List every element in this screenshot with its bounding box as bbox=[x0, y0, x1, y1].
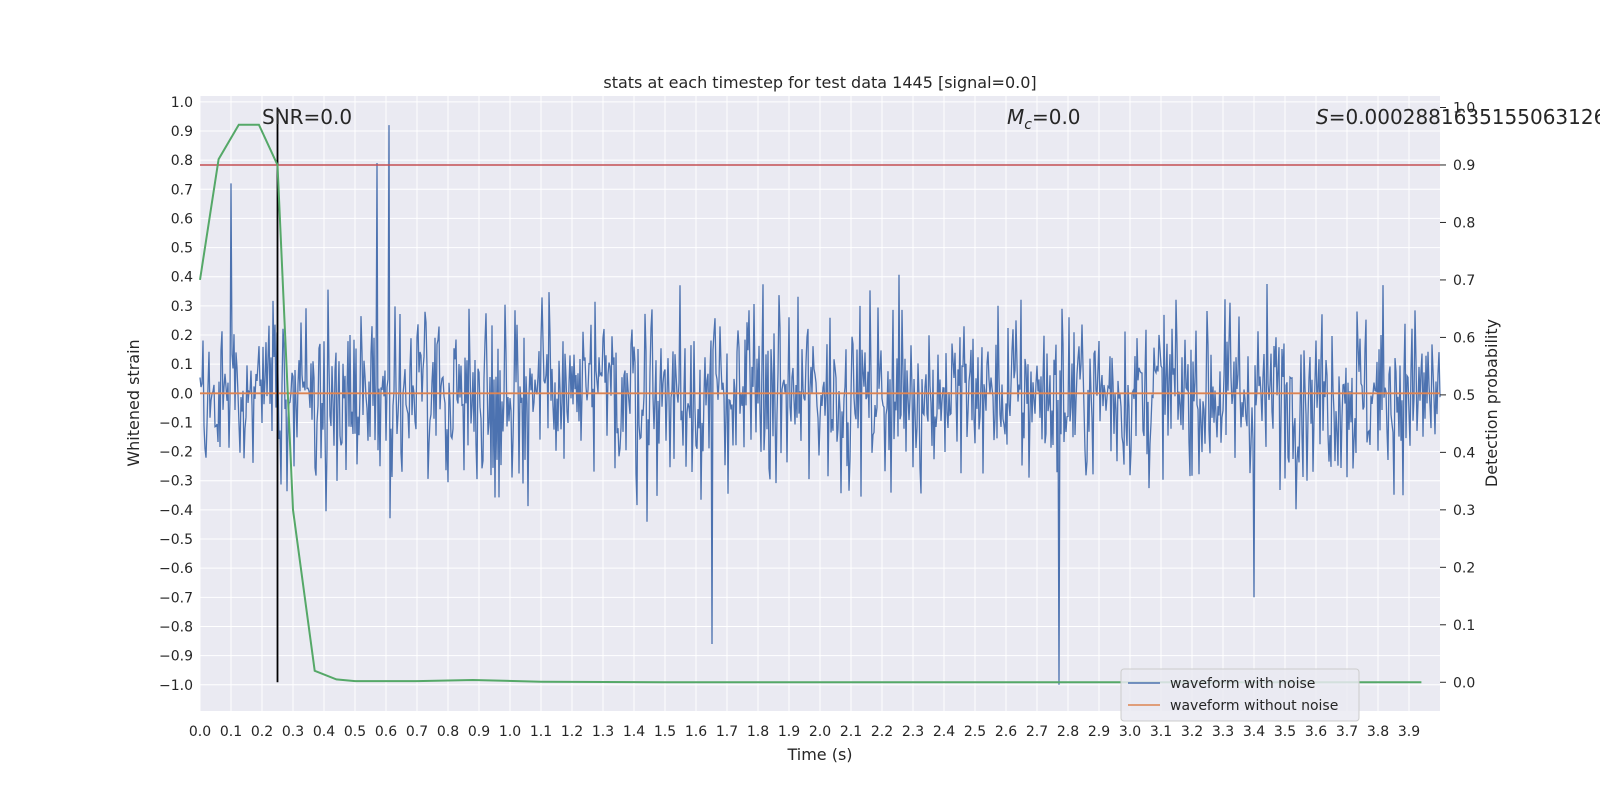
y-tick-label: 0.4 bbox=[171, 270, 193, 286]
y-right-tick-label: 0.8 bbox=[1453, 215, 1475, 231]
y-axis-ticks: 1.0 0.9 0.8 0.7 0.6 0.5 0.4 0.3 0.2 0.1 0.0 −0.1 −0.… bbox=[159, 95, 193, 694]
y-axis-right-ticks: 1.0 0.9 0.8 0.7 0.6 0.5 0.4 0.3 0.2 0.1 0.0 bbox=[1440, 100, 1475, 691]
y-right-tick-label: 0.9 bbox=[1453, 158, 1475, 174]
probability-line bbox=[199, 123, 1422, 684]
x-tick-label: 2.5 bbox=[964, 724, 986, 740]
x-tick-label: 1.6 bbox=[685, 724, 707, 740]
x-tick-label: 0.2 bbox=[251, 724, 273, 740]
x-tick-label: 3.3 bbox=[1212, 724, 1234, 740]
x-tick-label: 0.8 bbox=[437, 724, 459, 740]
x-axis-label: Time (s) bbox=[786, 745, 852, 764]
x-tick-label: 3.1 bbox=[1150, 724, 1172, 740]
x-tick-label: 0.6 bbox=[375, 724, 397, 740]
legend-box bbox=[1120, 668, 1360, 722]
y-axis-label: Whitened strain bbox=[124, 339, 143, 466]
series-detection-probability bbox=[199, 123, 1422, 684]
s-annotation: S=0.0002881635155063126 bbox=[1316, 105, 1600, 129]
mc-annotation: Mc=0.0 bbox=[1007, 105, 1081, 133]
y-right-tick-label: 0.3 bbox=[1453, 503, 1475, 519]
y-tick-label: 0.0 bbox=[171, 386, 193, 402]
x-tick-label: 3.2 bbox=[1181, 724, 1203, 740]
x-tick-label: 1.9 bbox=[778, 724, 800, 740]
y-tick-label: 0.6 bbox=[171, 211, 193, 227]
y-tick-label: −0.3 bbox=[159, 474, 193, 490]
snr-annotation: SNR=0.0 bbox=[262, 105, 352, 129]
x-tick-label: 0.9 bbox=[468, 724, 490, 740]
x-tick-label: 3.8 bbox=[1367, 724, 1389, 740]
x-tick-label: 0.3 bbox=[282, 724, 304, 740]
x-tick-label: 2.6 bbox=[995, 724, 1017, 740]
y-tick-label: −0.7 bbox=[159, 590, 193, 606]
y-tick-label: 1.0 bbox=[171, 95, 193, 111]
y-tick-label: −0.4 bbox=[159, 503, 193, 519]
y-right-tick-label: 1.0 bbox=[1453, 100, 1475, 116]
x-tick-label: 3.4 bbox=[1243, 724, 1265, 740]
grid bbox=[199, 96, 1440, 711]
x-tick-label: 3.0 bbox=[1119, 724, 1141, 740]
x-axis-ticks: 0.0 0.1 0.2 0.3 0.4 0.5 0.6 0.7 0.8 0.9 1.0 1.1 1.2 1… bbox=[189, 724, 1420, 740]
legend: waveform with noise waveform without noi… bbox=[1120, 668, 1360, 722]
x-tick-label: 2.0 bbox=[809, 724, 831, 740]
x-tick-label: 1.0 bbox=[499, 724, 521, 740]
x-tick-label: 2.8 bbox=[1057, 724, 1079, 740]
x-tick-label: 0.7 bbox=[406, 724, 428, 740]
chart-title: stats at each timestep for test data 144… bbox=[603, 73, 1036, 92]
y-tick-label: −0.9 bbox=[159, 649, 193, 665]
y-right-tick-label: 0.0 bbox=[1453, 675, 1475, 691]
mc-symbol: M bbox=[1007, 105, 1024, 129]
x-tick-label: 2.7 bbox=[1026, 724, 1048, 740]
y-tick-label: −0.2 bbox=[159, 445, 193, 461]
s-symbol: S bbox=[1316, 105, 1329, 129]
noise-line bbox=[199, 125, 1441, 685]
x-tick-label: 1.2 bbox=[561, 724, 583, 740]
x-tick-label: 0.1 bbox=[220, 724, 242, 740]
x-tick-label: 1.4 bbox=[623, 724, 645, 740]
y-tick-label: 0.3 bbox=[171, 299, 193, 315]
x-tick-label: 2.2 bbox=[871, 724, 893, 740]
x-tick-label: 1.3 bbox=[592, 724, 614, 740]
x-tick-label: 2.1 bbox=[840, 724, 862, 740]
y-tick-label: 0.1 bbox=[171, 357, 193, 373]
y-tick-label: 0.5 bbox=[171, 241, 193, 257]
x-tick-label: 1.1 bbox=[530, 724, 552, 740]
x-tick-label: 0.0 bbox=[189, 724, 211, 740]
y-right-tick-label: 0.5 bbox=[1453, 388, 1475, 404]
x-tick-label: 2.3 bbox=[902, 724, 924, 740]
y-right-tick-label: 0.4 bbox=[1453, 445, 1475, 461]
x-tick-label: 2.4 bbox=[933, 724, 955, 740]
x-tick-label: 1.5 bbox=[654, 724, 676, 740]
y-right-tick-label: 0.7 bbox=[1453, 273, 1475, 289]
y-tick-label: 0.7 bbox=[171, 182, 193, 198]
x-tick-label: 3.9 bbox=[1398, 724, 1420, 740]
s-value: =0.0002881635155063126 bbox=[1329, 105, 1600, 129]
x-tick-label: 3.5 bbox=[1274, 724, 1296, 740]
y-tick-label: −0.1 bbox=[159, 415, 193, 431]
mc-subscript: c bbox=[1024, 117, 1032, 133]
y-tick-label: −1.0 bbox=[159, 678, 193, 694]
x-tick-label: 0.4 bbox=[313, 724, 335, 740]
mc-value: =0.0 bbox=[1032, 105, 1081, 129]
x-tick-label: 1.7 bbox=[716, 724, 738, 740]
y-tick-label: 0.8 bbox=[171, 153, 193, 169]
y-tick-label: 0.9 bbox=[171, 124, 193, 140]
legend-label-noise: waveform with noise bbox=[1170, 676, 1315, 692]
x-tick-label: 3.7 bbox=[1336, 724, 1358, 740]
x-tick-label: 0.5 bbox=[344, 724, 366, 740]
y-right-tick-label: 0.6 bbox=[1453, 330, 1475, 346]
y-tick-label: −0.5 bbox=[159, 532, 193, 548]
y-right-tick-label: 0.2 bbox=[1453, 560, 1475, 576]
y-right-tick-label: 0.1 bbox=[1453, 618, 1475, 634]
x-tick-label: 2.9 bbox=[1088, 724, 1110, 740]
y-axis-right-label: Detection probability bbox=[1482, 319, 1501, 487]
legend-label-clean: waveform without noise bbox=[1170, 698, 1338, 714]
y-tick-label: −0.6 bbox=[159, 561, 193, 577]
y-tick-label: −0.8 bbox=[159, 619, 193, 635]
x-tick-label: 3.6 bbox=[1305, 724, 1327, 740]
x-tick-label: 1.8 bbox=[747, 724, 769, 740]
series-waveform-with-noise bbox=[199, 125, 1441, 685]
y-tick-label: 0.2 bbox=[171, 328, 193, 344]
